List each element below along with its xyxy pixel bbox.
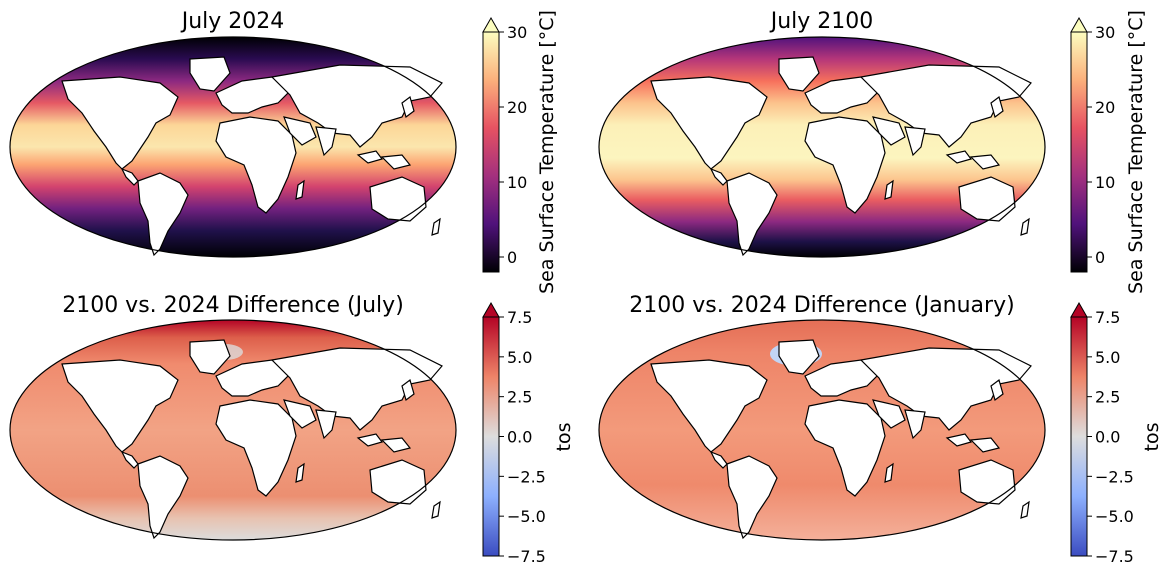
colorbar-gradient	[483, 317, 499, 556]
colorbar-tick-label: 30	[1095, 23, 1115, 42]
colorbar-extend-arrow-top	[482, 301, 500, 318]
colorbar-tick-label: −2.5	[507, 467, 546, 486]
colorbar-tick-label: 7.5	[507, 308, 532, 327]
colorbar-gradient	[483, 32, 499, 272]
colorbar-tick-label: −5.0	[1095, 507, 1134, 526]
colorbar-tick-label: 5.0	[1095, 348, 1120, 367]
colorbar-tick-label: 0	[507, 248, 517, 267]
colorbar-tick-label: 0.0	[507, 428, 532, 447]
colorbar-gradient	[1071, 317, 1087, 556]
map-border	[9, 319, 457, 541]
colorbar-extend-arrow-top	[1070, 301, 1088, 318]
colorbar-label: tos	[553, 423, 575, 452]
map-border	[598, 36, 1046, 258]
panel-diff-july: 2100 vs. 2024 Difference (July) 7.5 5.0 2.…	[9, 293, 575, 566]
colorbar-extend-arrow	[1070, 16, 1088, 33]
panel-title: July 2024	[180, 9, 285, 34]
colorbar-tick-label: 7.5	[1095, 308, 1120, 327]
colorbar-label: tos	[1141, 423, 1163, 452]
colorbar-label: Sea Surface Temperature [°C]	[536, 10, 558, 294]
colorbar-tick-label: 10	[1095, 173, 1115, 192]
colorbar-label: Sea Surface Temperature [°C]	[1125, 10, 1147, 294]
colorbar-ticks: 7.5 5.0 2.5 0.0 −2.5 −5.0 −7.5	[1087, 308, 1134, 566]
colorbar-gradient	[1071, 32, 1087, 272]
colorbar-tick-label: 0	[1095, 248, 1105, 267]
panel-diff-january: 2100 vs. 2024 Difference (January) 7.5 5.…	[598, 293, 1163, 566]
colorbar-ticks: 30 20 10 0	[499, 23, 527, 267]
colorbar-tick-label: −7.5	[1095, 547, 1134, 566]
colorbar-tick-label: 20	[1095, 98, 1115, 117]
map-border	[9, 36, 457, 258]
panel-title: 2100 vs. 2024 Difference (July)	[62, 293, 404, 318]
colorbar-tick-label: −5.0	[507, 507, 546, 526]
colorbar-tick-label: 20	[507, 98, 527, 117]
colorbar: 7.5 5.0 2.5 0.0 −2.5 −5.0 −7.5 tos	[482, 301, 575, 566]
colorbar: 7.5 5.0 2.5 0.0 −2.5 −5.0 −7.5 tos	[1070, 301, 1163, 566]
colorbar: 30 20 10 0 Sea Surface Temperature [°C]	[482, 10, 558, 294]
colorbar-ticks: 30 20 10 0	[1087, 23, 1115, 267]
panel-title: 2100 vs. 2024 Difference (January)	[629, 293, 1014, 318]
colorbar-tick-label: 2.5	[507, 388, 532, 407]
colorbar-tick-label: 2.5	[1095, 388, 1120, 407]
colorbar-extend-arrow	[482, 16, 500, 33]
panel-july-2024: July 2024 30 20 10 0 Sea Surface Temperatur…	[9, 9, 558, 294]
colorbar-tick-label: 30	[507, 23, 527, 42]
colorbar-tick-label: 0.0	[1095, 428, 1120, 447]
colorbar-ticks: 7.5 5.0 2.5 0.0 −2.5 −5.0 −7.5	[499, 308, 546, 566]
colorbar-tick-label: 10	[507, 173, 527, 192]
panel-july-2100: July 2100 30 20 10 0 Sea Surface Temperatur…	[598, 9, 1147, 294]
colorbar: 30 20 10 0 Sea Surface Temperature [°C]	[1070, 10, 1147, 294]
colorbar-tick-label: 5.0	[507, 348, 532, 367]
panel-title: July 2100	[769, 9, 874, 34]
colorbar-tick-label: −7.5	[507, 547, 546, 566]
colorbar-tick-label: −2.5	[1095, 467, 1134, 486]
map-border	[598, 319, 1046, 541]
